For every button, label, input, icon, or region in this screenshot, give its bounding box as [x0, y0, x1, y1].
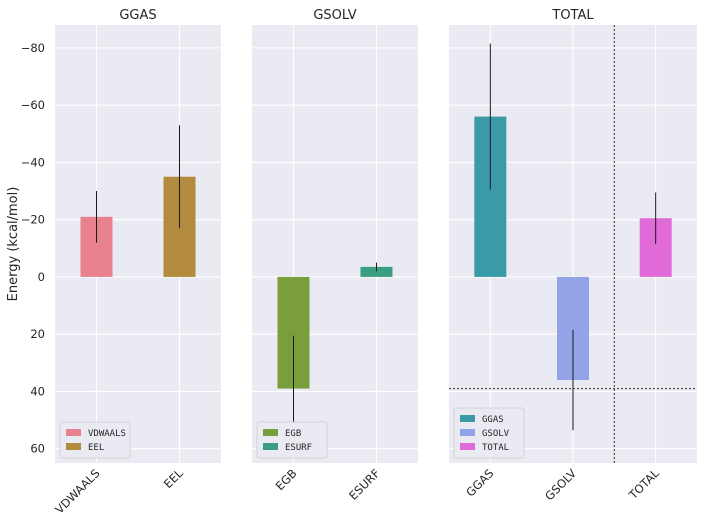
legend-swatch-total [460, 443, 475, 450]
panel-background [55, 25, 221, 463]
panel-title: TOTAL [551, 8, 594, 23]
y-tick-label: 60 [30, 442, 45, 456]
legend: GGAS GSOLV TOTAL [453, 407, 525, 459]
x-tick-label: ESURF [346, 466, 382, 502]
panel-total: TOTAL GGAS GSOLV TOTAL GGAS GSOLV TOTAL [449, 8, 697, 503]
y-tick-label: 0 [38, 270, 45, 284]
x-tick-label: EEL [161, 466, 186, 491]
bar-esurf [360, 266, 393, 277]
x-tick-label: GGAS [463, 466, 496, 499]
y-axis-label: Energy (kcal/mol) [6, 187, 21, 302]
legend-swatch-esurf [263, 443, 278, 450]
y-tick-label: 20 [30, 327, 45, 341]
legend-label: EEL [88, 443, 104, 453]
panel-background [252, 25, 418, 463]
x-tick-label: VDWAALS [52, 466, 102, 516]
legend-swatch-ggas [460, 415, 475, 422]
legend-swatch-eel [66, 443, 81, 450]
legend-swatch-egb [263, 429, 278, 436]
y-tick-label: 40 [30, 384, 45, 398]
panel-title: GSOLV [313, 8, 356, 23]
x-tick-label: TOTAL [625, 466, 662, 503]
y-tick-label: −20 [21, 213, 45, 227]
legend: EGB ESURF [256, 421, 328, 459]
y-tick-label: −40 [21, 155, 45, 169]
legend-swatch-vdwaals [66, 429, 81, 436]
legend-label: ESURF [285, 443, 312, 453]
x-tick-label: GSOLV [542, 466, 579, 503]
legend-label: VDWAALS [88, 429, 126, 439]
panel-gsolv: GSOLV EGB ESURF EGB ESURF [252, 8, 418, 503]
legend-swatch-gsolv [460, 429, 475, 436]
legend-label: TOTAL [482, 443, 509, 453]
legend: VDWAALS EEL [59, 421, 131, 459]
y-tick-label: −60 [21, 98, 45, 112]
legend-label: GSOLV [482, 429, 510, 439]
legend-label: GGAS [482, 415, 504, 425]
y-tick-label: −80 [21, 41, 45, 55]
legend-label: EGB [285, 429, 301, 439]
x-tick-label: EGB [273, 466, 300, 493]
panel-title: GGAS [119, 8, 156, 23]
